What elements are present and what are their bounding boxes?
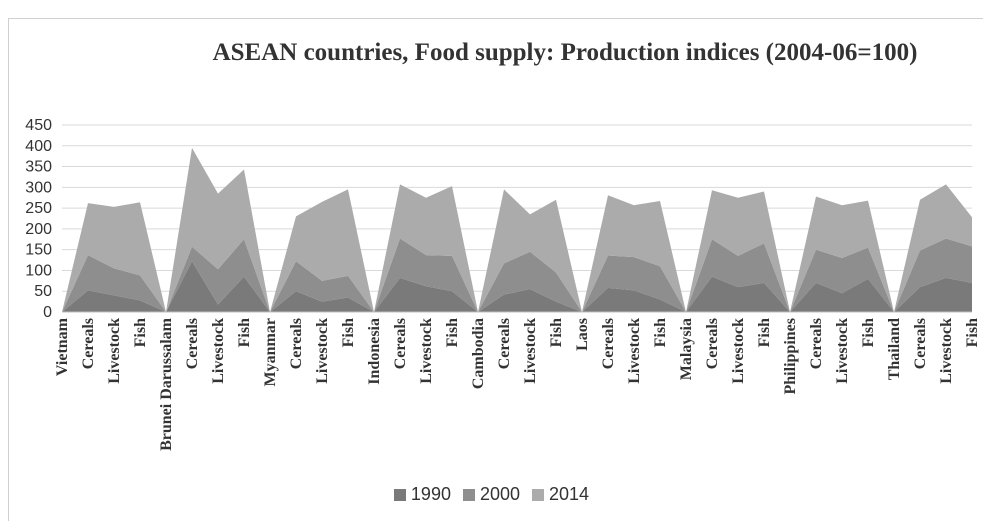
x-tick-label: Livestock [938,318,955,384]
legend-item-1990: 1990 [393,484,451,505]
legend-swatch [393,489,406,502]
x-tick-label: Cereals [704,318,721,369]
y-tick-label: 200 [25,221,52,238]
x-tick-label: Myanmar [262,318,279,386]
y-tick-label: 100 [25,262,52,279]
x-tick-label: Livestock [106,318,123,384]
legend-swatch [462,489,475,502]
y-tick-label: 300 [25,179,52,196]
x-tick-label: Cereals [496,318,513,369]
x-tick-label: Livestock [210,318,227,384]
x-tick-label: Livestock [522,318,539,384]
y-tick-label: 150 [25,242,52,259]
x-tick-label: Cereals [80,318,97,369]
legend-item-2014: 2014 [532,484,589,505]
x-tick-label: Fish [860,318,877,347]
x-tick-label: Livestock [314,318,331,384]
chart-title: ASEAN countries, Food supply: Production… [212,39,918,66]
x-tick-label: Cereals [288,318,305,369]
legend-label: 1990 [410,484,451,504]
x-tick-label: Fish [236,318,253,347]
series-area-2000 [62,238,972,312]
x-tick-label: Livestock [418,318,435,384]
y-tick-label: 250 [25,200,52,217]
x-tick-label: Fish [132,318,149,347]
chart-legend: 1990 2000 2014 [0,484,983,505]
x-tick-label: Cereals [600,318,617,369]
y-tick-label: 450 [25,117,52,134]
x-tick-label: Fish [548,318,565,347]
x-tick-label: Fish [756,318,773,347]
legend-label: 2000 [479,484,521,504]
x-tick-label: Philippines [782,318,799,394]
x-tick-label: Malaysia [678,318,695,380]
x-tick-label: Cereals [912,318,929,369]
x-tick-label: Cereals [808,318,825,369]
x-tick-label: Livestock [730,318,747,384]
x-tick-label: Brunei Darussalam [158,317,175,451]
y-tick-label: 350 [25,159,52,176]
x-tick-label: Fish [444,318,461,347]
legend-item-2000: 2000 [462,484,521,505]
x-tick-label: Laos [574,318,591,351]
x-tick-label: Vietnam [54,317,71,376]
x-tick-label: Fish [652,318,669,347]
legend-label: 2014 [549,484,590,504]
x-tick-label: Fish [340,318,357,347]
y-tick-label: 0 [43,304,52,321]
y-tick-label: 50 [34,283,52,300]
series-area-2014 [62,147,972,312]
x-tick-label: Fish [964,318,981,347]
x-tick-label: Indonesia [366,318,383,385]
y-tick-label: 400 [25,138,52,155]
x-tick-label: Cereals [184,318,201,369]
legend-swatch [532,489,545,502]
x-tick-label: Livestock [834,318,851,384]
x-tick-label: Cereals [392,318,409,369]
frame-border-top [8,18,983,19]
x-tick-label: Cambodia [470,318,487,389]
frame-border-left [8,18,9,521]
series-area-1990 [62,261,972,312]
x-tick-label: Livestock [626,318,643,384]
x-tick-label: Thailand [886,318,903,380]
